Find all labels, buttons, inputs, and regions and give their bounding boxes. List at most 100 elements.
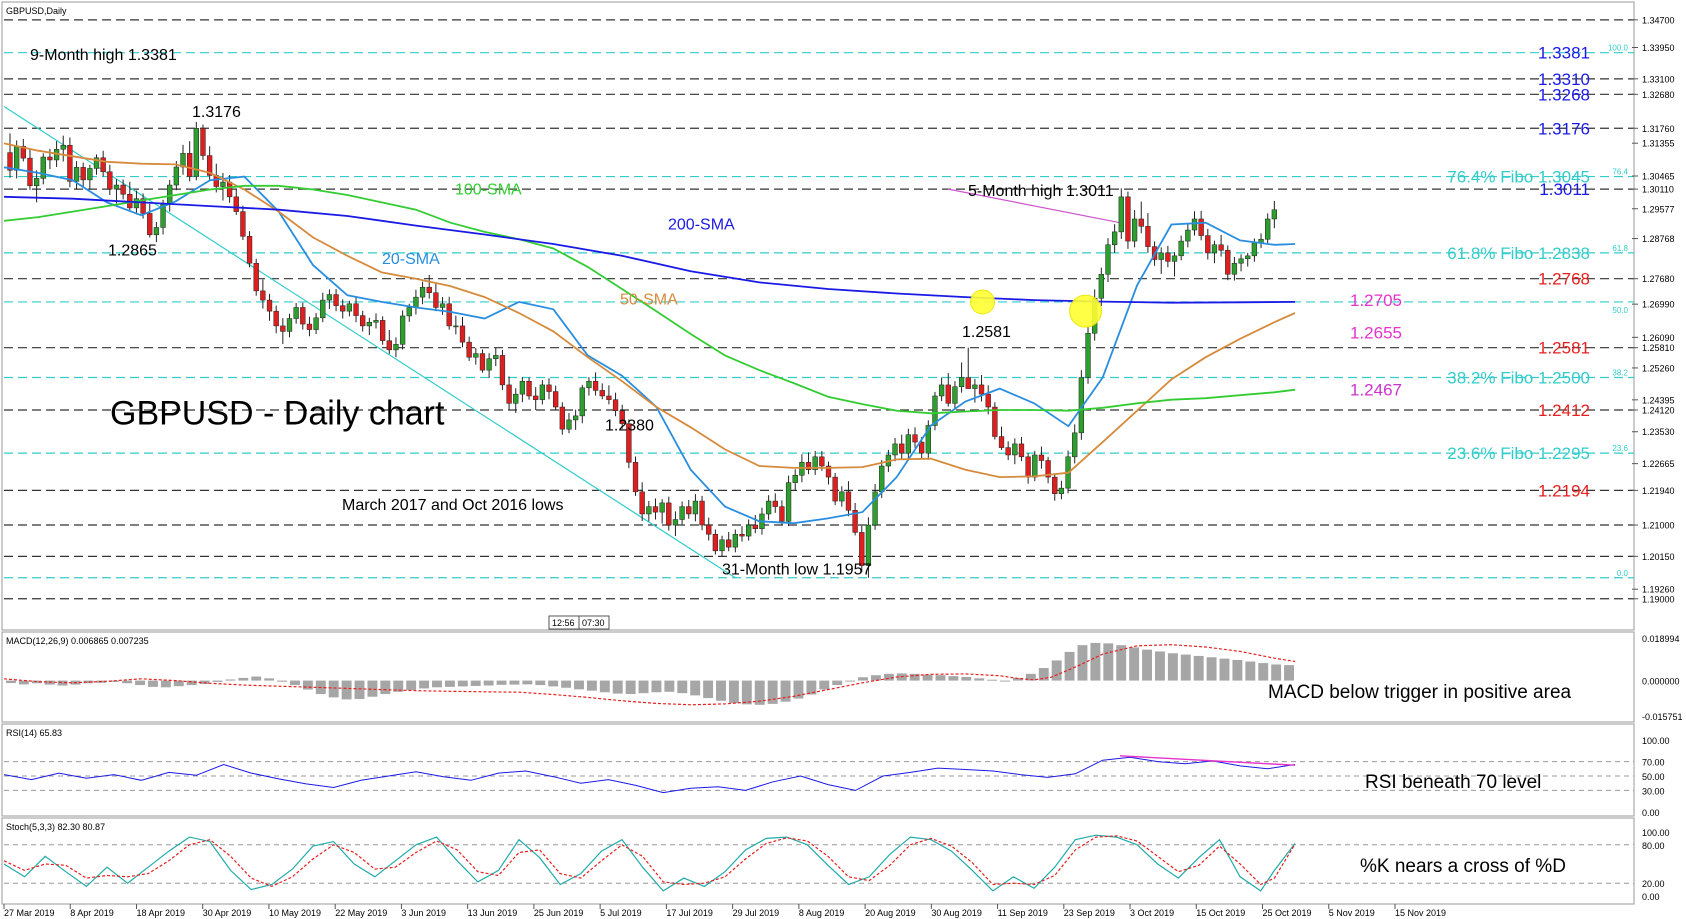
candle-0	[7, 133, 13, 178]
candle-body	[459, 325, 466, 343]
candle-body	[413, 296, 419, 308]
trendline-resistance	[948, 188, 1121, 224]
candle-128	[859, 525, 865, 573]
candle-body	[1138, 218, 1144, 227]
candle-body	[479, 353, 486, 371]
x-tick-label: 8 Apr 2019	[70, 908, 114, 918]
candle-43	[293, 303, 299, 324]
macd-bar-13	[173, 680, 184, 687]
candle-10	[73, 161, 80, 190]
x-tick-label: 30 Aug 2019	[931, 908, 982, 918]
candle-76	[513, 388, 519, 413]
macd-bar-31	[406, 680, 417, 690]
macd-bar-47	[612, 680, 623, 694]
candle-25	[173, 161, 180, 191]
candle-body	[280, 325, 286, 332]
macd-bar-60	[780, 680, 791, 702]
candle-body	[353, 303, 359, 316]
candle-68	[459, 317, 466, 348]
candle-125	[839, 486, 845, 507]
macd-bar-0	[6, 680, 16, 684]
candle-body	[1085, 333, 1091, 378]
macd-bar-28	[367, 680, 378, 697]
candle-body	[433, 292, 439, 308]
candle-body	[40, 156, 46, 179]
candle-body	[1211, 244, 1218, 254]
macd-bar-85	[1103, 643, 1114, 681]
annotation-9: March 2017 and Oct 2016 lows	[342, 497, 563, 514]
x-tick-label: 17 Jul 2019	[666, 908, 713, 918]
candle-181	[1211, 240, 1218, 264]
candle-177	[1185, 223, 1191, 248]
macd-bar-97	[1258, 663, 1269, 681]
candle-body	[1052, 476, 1058, 494]
candle-body	[286, 318, 293, 332]
candle-44	[300, 302, 306, 330]
axis-tick-7: 1.30110	[1632, 185, 1674, 195]
level-label-0: 1.3381	[1538, 44, 1590, 63]
candle-body	[326, 294, 333, 301]
macd-bar-15	[199, 680, 210, 684]
candle-body	[47, 156, 53, 161]
axis-tick-label: 1.20150	[1642, 552, 1675, 562]
x-tick-16: 23 Sep 2019	[1063, 904, 1115, 918]
macd-bar-29	[380, 680, 391, 695]
macd-bar-46	[599, 680, 610, 693]
axis-tick-19: 1.21940	[1632, 486, 1675, 496]
yellow-marker-1	[1069, 294, 1103, 328]
macd-bar-20	[264, 678, 275, 681]
stoch-tick-2: 20.00	[1642, 879, 1665, 889]
candle-body	[426, 286, 432, 293]
x-tick-3: 30 Apr 2019	[202, 904, 252, 918]
candle-body	[579, 387, 585, 417]
level-label-6: 61.8% Fibo 1.2838	[1447, 244, 1590, 263]
fib-mark-0: 100.0	[1608, 44, 1629, 53]
candle-182	[1218, 234, 1224, 257]
candle-body	[1178, 240, 1184, 257]
macd-bar-43	[561, 680, 572, 688]
macd-bar-30	[393, 680, 404, 692]
candle-165	[1105, 238, 1111, 283]
macd-bar-6	[83, 680, 94, 684]
x-tick-label: 8 Aug 2019	[799, 908, 845, 918]
candle-body	[386, 340, 392, 351]
candle-body	[379, 320, 386, 341]
macd-bar-10	[135, 680, 146, 686]
candle-28	[193, 121, 199, 181]
macd-bar-54	[703, 680, 714, 699]
candle-129	[865, 517, 872, 578]
macd-bar-12	[160, 680, 171, 688]
candle-body	[686, 506, 692, 515]
fib-mark-3: 50.0	[1612, 306, 1628, 315]
axis-tick-label: 1.29577	[1642, 204, 1675, 214]
macd-bar-75	[974, 678, 985, 681]
candle-body	[599, 390, 605, 397]
candle-body	[1205, 235, 1211, 254]
macd-bar-32	[419, 680, 430, 689]
candle-body	[266, 299, 273, 312]
candle-87	[586, 377, 592, 396]
candle-58	[393, 337, 399, 358]
rsi-tick-2: 50.00	[1642, 772, 1665, 782]
candle-98	[659, 499, 665, 524]
candle-46	[313, 313, 319, 335]
macd-bar-26	[341, 680, 352, 700]
candle-144	[965, 347, 971, 389]
pink-level-label-1: 1.2655	[1350, 323, 1402, 342]
candle-body	[566, 419, 572, 430]
macd-bar-98	[1271, 664, 1282, 681]
axis-tick-13: 1.25810	[1632, 343, 1675, 353]
x-tick-label: 15 Oct 2019	[1196, 908, 1245, 918]
candle-body	[785, 482, 792, 522]
candle-52	[353, 297, 359, 323]
candle-body	[100, 157, 106, 173]
candle-body	[739, 534, 745, 537]
macd-bar-71	[922, 674, 933, 681]
x-tick-11: 29 Jul 2019	[732, 904, 779, 918]
candle-32	[220, 172, 226, 201]
candle-body	[765, 500, 772, 515]
candle-63	[426, 275, 432, 299]
x-tick-label: 30 Apr 2019	[203, 908, 252, 918]
